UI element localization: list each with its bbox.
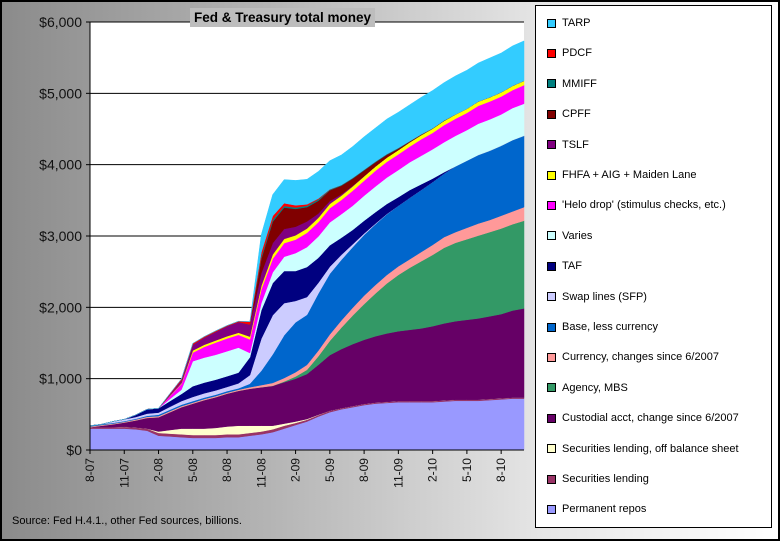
legend-swatch (547, 48, 556, 58)
legend-item: Currency, changes since 6/2007 (536, 346, 719, 368)
legend-item: Permanent repos (536, 498, 646, 520)
x-tick-label: 11-07 (117, 458, 131, 488)
legend-label: TSLF (562, 138, 589, 151)
legend-swatch (547, 261, 556, 271)
legend-swatch (547, 18, 556, 28)
legend-label: PDCF (562, 47, 592, 60)
legend-swatch (547, 352, 556, 362)
legend-label: CPFF (562, 108, 591, 121)
legend-swatch (547, 231, 556, 241)
legend-label: Varies (562, 229, 593, 242)
legend-swatch (547, 140, 556, 150)
legend-swatch (547, 79, 556, 89)
legend-swatch (547, 444, 556, 454)
legend-item: Securities lending (536, 468, 649, 490)
legend-swatch (547, 200, 556, 210)
legend-item: Custodial acct, change since 6/2007 (536, 407, 739, 429)
legend-item: MMIFF (536, 73, 597, 95)
x-tick-label: 5-10 (460, 458, 474, 482)
legend-swatch (547, 413, 556, 423)
legend-item: TARP (536, 12, 591, 34)
x-tick-label: 8-10 (494, 458, 508, 482)
legend: TARP PDCF MMIFF CPFF TSLF FHFA + AIG + Maiden… (535, 5, 772, 528)
legend-item: 'Helo drop' (stimulus checks, etc.) (536, 194, 726, 216)
legend-label: Swap lines (SFP) (562, 290, 647, 303)
legend-item: Securities lending, off balance sheet (536, 438, 739, 460)
legend-label: TARP (562, 17, 591, 29)
y-tick-label: $6,000 (39, 14, 82, 30)
stacked-areas (89, 40, 525, 451)
legend-swatch (547, 109, 556, 119)
legend-label: TAF (562, 260, 582, 273)
legend-item: FHFA + AIG + Maiden Lane (536, 164, 697, 186)
x-axis-ticks: 8-07 11-07 2-08 5-08 8-08 11-08 2-09 5-09 8-09 11… (83, 450, 508, 488)
legend-label: Custodial acct, change since 6/2007 (562, 412, 739, 425)
legend-label: MMIFF (562, 77, 597, 90)
legend-item: CPFF (536, 103, 591, 125)
chart-title: Fed & Treasury total money (190, 8, 376, 27)
x-tick-label: 11-09 (391, 458, 405, 488)
legend-swatch (547, 474, 556, 484)
y-axis-ticks: $0 $1,000 $2,000 $3,000 $4,000 $5,000 $6,000 (39, 14, 90, 458)
y-tick-label: $0 (66, 442, 82, 458)
legend-label: Base, less currency (562, 321, 658, 333)
legend-label: 'Helo drop' (stimulus checks, etc.) (562, 199, 726, 212)
x-tick-label: 8-08 (220, 458, 234, 482)
y-tick-label: $4,000 (39, 157, 82, 173)
legend-swatch (547, 383, 556, 393)
legend-item: TSLF (536, 134, 589, 156)
x-tick-label: 8-07 (83, 458, 97, 482)
x-tick-label: 2-08 (152, 458, 166, 482)
x-tick-label: 2-10 (426, 458, 440, 482)
legend-label: Agency, MBS (562, 381, 628, 394)
legend-label: Securities lending, off balance sheet (562, 442, 739, 455)
y-tick-label: $1,000 (39, 371, 82, 387)
y-tick-label: $5,000 (39, 85, 82, 101)
y-tick-label: $3,000 (39, 228, 82, 244)
legend-label: Securities lending (562, 473, 649, 485)
x-tick-label: 8-09 (357, 458, 371, 482)
legend-swatch (547, 170, 556, 180)
legend-label: Permanent repos (562, 503, 647, 516)
x-tick-label: 5-08 (186, 458, 200, 482)
x-tick-label: 11-08 (254, 458, 268, 488)
legend-item: Base, less currency (536, 316, 658, 338)
legend-item: Varies (536, 225, 592, 247)
x-tick-label: 2-09 (289, 458, 303, 482)
legend-item: TAF (536, 255, 582, 277)
legend-item: Swap lines (SFP) (536, 286, 647, 308)
legend-item: Agency, MBS (536, 377, 628, 399)
series-area-16 (89, 40, 525, 426)
legend-item: PDCF (536, 42, 592, 64)
legend-label: Currency, changes since 6/2007 (562, 351, 719, 364)
legend-label: FHFA + AIG + Maiden Lane (562, 169, 697, 181)
x-tick-label: 5-09 (323, 458, 337, 482)
source-note: Source: Fed H.4.1., other Fed sources, b… (12, 515, 242, 527)
y-tick-label: $2,000 (39, 299, 82, 315)
legend-swatch (547, 504, 556, 514)
legend-swatch (547, 292, 556, 302)
legend-swatch (547, 322, 556, 332)
